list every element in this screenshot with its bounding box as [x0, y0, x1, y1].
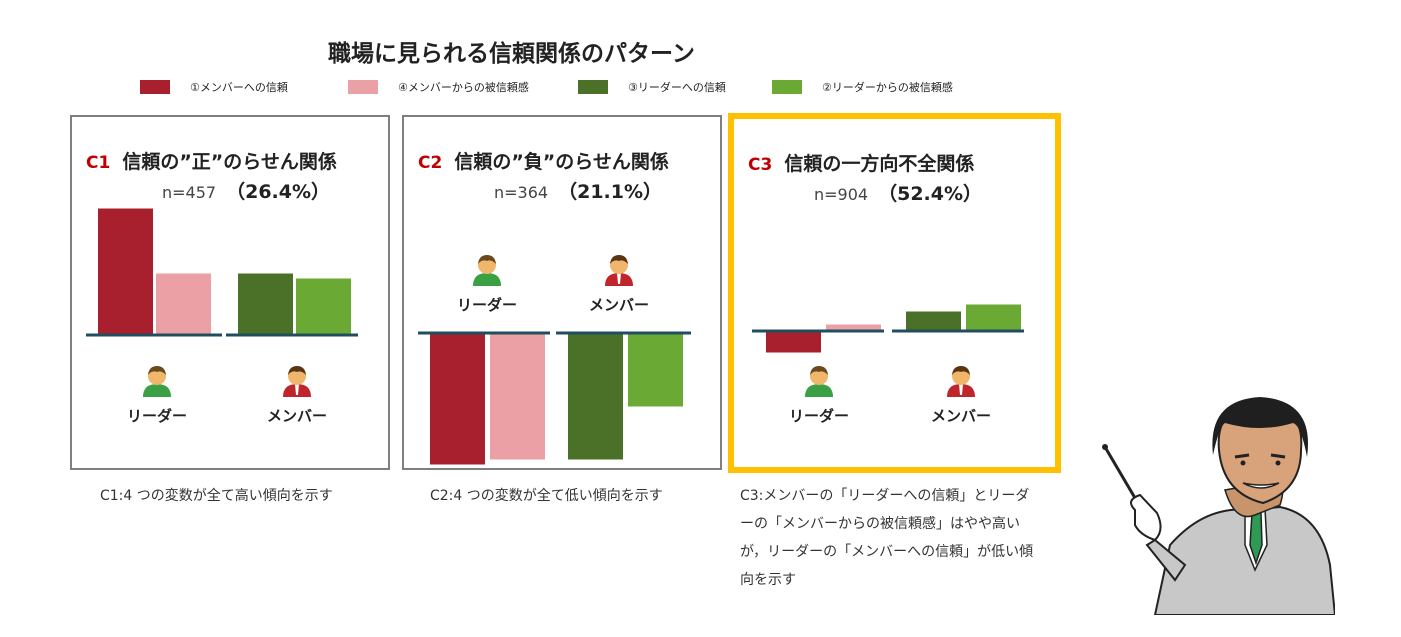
- sample-size: n=457: [162, 183, 217, 202]
- legend-swatch: [140, 80, 170, 94]
- leader-person-icon: [143, 366, 171, 397]
- legend-item: ④メンバーからの被信頼感: [348, 78, 529, 96]
- panel-name: 信頼の一方向不全関係: [784, 153, 975, 175]
- leader-role: リーダー: [774, 363, 864, 426]
- bar-felt-trust-from-members: [826, 324, 881, 330]
- sample-size: n=364: [494, 183, 549, 202]
- panel-name: 信頼の”正”のらせん関係: [122, 151, 337, 173]
- panel-heading: C1 信頼の”正”のらせん関係: [86, 147, 337, 174]
- bar-felt-trust-from-members: [156, 273, 211, 334]
- member-label: メンバー: [266, 407, 327, 425]
- hair: [1212, 397, 1309, 457]
- member-role: メンバー: [574, 252, 664, 315]
- panel-code: C1: [86, 153, 111, 173]
- bar-felt-trust-from-leader: [966, 304, 1021, 330]
- legend-label: ②リーダーからの被信頼感: [822, 81, 953, 94]
- sample-size: n=904: [814, 185, 869, 204]
- bar-felt-trust-from-members: [490, 334, 545, 460]
- jacket: [1153, 505, 1335, 615]
- bar-member-trust: [766, 332, 821, 353]
- panel-code: C3: [748, 155, 773, 175]
- panel-name: 信頼の”負”のらせん関係: [454, 151, 669, 173]
- legend-label: ③リーダーへの信頼: [628, 81, 726, 94]
- member-label: メンバー: [588, 296, 649, 314]
- page-title: 職場に見られる信頼関係のパターン: [328, 41, 695, 67]
- member-person-icon: [947, 366, 975, 397]
- panel-sample: n=904 （52.4%）: [814, 179, 982, 206]
- bar-chart-c1: [86, 208, 358, 337]
- bar-member-trust: [430, 334, 485, 465]
- leader-label: リーダー: [788, 407, 849, 425]
- leader-label: リーダー: [456, 296, 517, 314]
- legend-label: ④メンバーからの被信頼感: [398, 81, 529, 94]
- leader-person-icon: [805, 366, 833, 397]
- panel-heading: C3 信頼の一方向不全関係: [748, 149, 974, 176]
- bar-member-trust: [98, 208, 153, 334]
- bar-leader-trust: [906, 311, 961, 330]
- member-label: メンバー: [930, 407, 991, 425]
- panel-description-c2: C2:4 つの変数が全て低い傾向を示す: [430, 488, 663, 504]
- pattern-panel-c2: C2 信頼の”負”のらせん関係 n=364 （21.1%） リーダー メンバー: [402, 115, 722, 470]
- panel-heading: C2 信頼の”負”のらせん関係: [418, 147, 669, 174]
- panel-sample: n=457 （26.4%）: [162, 177, 330, 204]
- bar-felt-trust-from-leader: [296, 278, 351, 334]
- pattern-panel-c3: C3 信頼の一方向不全関係 n=904 （52.4%） リーダー メンバー: [728, 113, 1061, 473]
- sample-percent: （26.4%）: [226, 181, 331, 203]
- pattern-panel-c1: C1 信頼の”正”のらせん関係 n=457 （26.4%） リーダー メンバー: [70, 115, 390, 470]
- panel-description-c1: C1:4 つの変数が全て高い傾向を示す: [100, 488, 333, 504]
- member-person-icon: [605, 255, 633, 286]
- gloved-hand: [1130, 493, 1162, 542]
- bar-chart-c3: [752, 304, 1024, 353]
- sample-percent: （52.4%）: [878, 183, 983, 205]
- legend-swatch: [578, 80, 608, 94]
- legend-item: ③リーダーへの信頼: [578, 78, 726, 96]
- bar-leader-trust: [568, 334, 623, 460]
- bar-chart-c2: [418, 331, 691, 465]
- leader-role: リーダー: [112, 363, 202, 426]
- panel-description-c3: C3:メンバーの「リーダーへの信頼」とリーダーの「メンバーからの被信頼感」はやや…: [740, 488, 1034, 588]
- leader-role: リーダー: [442, 252, 532, 315]
- panel-sample: n=364 （21.1%）: [494, 177, 662, 204]
- bar-felt-trust-from-leader: [628, 334, 683, 407]
- member-role: メンバー: [916, 363, 1006, 426]
- legend: ①メンバーへの信頼 ④メンバーからの被信頼感 ③リーダーへの信頼 ②リーダーから…: [140, 78, 1000, 96]
- member-person-icon: [283, 366, 311, 397]
- bar-leader-trust: [238, 273, 293, 334]
- sample-percent: （21.1%）: [558, 181, 663, 203]
- member-role: メンバー: [252, 363, 342, 426]
- leader-person-icon: [473, 255, 501, 286]
- legend-item: ①メンバーへの信頼: [140, 78, 288, 96]
- presenter-illustration: [1102, 397, 1335, 615]
- legend-label: ①メンバーへの信頼: [190, 81, 288, 94]
- leader-label: リーダー: [126, 407, 187, 425]
- legend-swatch: [348, 80, 378, 94]
- legend-item: ②リーダーからの被信頼感: [772, 78, 953, 96]
- panel-code: C2: [418, 153, 443, 173]
- legend-swatch: [772, 80, 802, 94]
